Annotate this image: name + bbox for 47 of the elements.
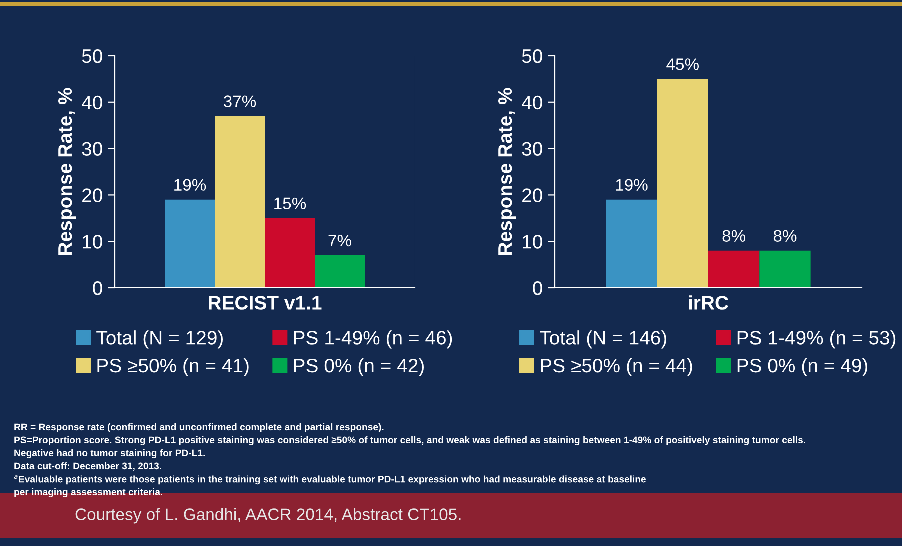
y-tick-label: 0 xyxy=(93,281,102,296)
y-tick-label: 40 xyxy=(82,96,102,110)
x-axis-title: RECIST v1.1 xyxy=(209,296,322,310)
y-tick-label: 0 xyxy=(533,281,542,296)
y-tick-label: 30 xyxy=(82,142,102,156)
legend-label: PS 1-49% (n = 46) xyxy=(294,330,452,349)
text: RR = Response rate (confirmed and unconfirmed complete and partial response). xyxy=(14,424,384,432)
y-tick-label: 10 xyxy=(523,235,542,249)
y-tick-label: 10 xyxy=(83,235,102,249)
data-label: 8% xyxy=(774,230,797,242)
y-tick-label: 30 xyxy=(522,142,542,156)
y-tick-label: 20 xyxy=(82,188,102,202)
bar xyxy=(315,256,365,288)
legend-label: PS 0% (n = 49) xyxy=(738,358,868,377)
legend-label: PS 1-49% (n = 53) xyxy=(738,330,896,349)
bar xyxy=(165,200,215,288)
text: PS=Proportion score. Strong PD-L1 positive staining was considered ≥50% of tumor cells, and weak was defined as staining between 1-49% of positively staining tumor cells. xyxy=(14,436,806,446)
y-tick-label: 50 xyxy=(522,49,542,64)
y-axis-title: Response Rate, % xyxy=(58,88,76,255)
bar xyxy=(760,250,811,288)
legend-label: Total (N = 146) xyxy=(540,330,666,349)
legend-label: PS ≥50% (n = 44) xyxy=(541,358,692,377)
data-label: 7% xyxy=(328,234,352,247)
bar xyxy=(606,200,658,288)
text: Data cut-off: December 31, 2013. xyxy=(14,462,162,471)
text: per imaging assessment criteria. xyxy=(14,488,162,498)
y-tick-label: 50 xyxy=(82,49,102,64)
legend-label: PS ≥50% (n = 41) xyxy=(98,358,249,377)
bar xyxy=(657,79,708,288)
text: Negative had no tumor staining for PD-L1. xyxy=(14,450,206,458)
data-label: 37% xyxy=(224,96,256,108)
data-label: 15% xyxy=(274,198,306,210)
bar xyxy=(708,250,760,288)
text: $^{a}$Evaluable patients were those patients in the training set with evaluable tumor PD-L1 expression who had measurable disease at baseline xyxy=(14,475,646,485)
legend-label: PS 0% (n = 42) xyxy=(294,358,424,377)
y-axis-title: Response Rate, % xyxy=(498,88,516,255)
bar xyxy=(265,218,315,288)
x-axis-title: irRC xyxy=(689,296,728,310)
y-tick-label: 40 xyxy=(522,96,542,110)
legend-label: Total (N = 129) xyxy=(96,330,223,349)
data-label: 19% xyxy=(174,179,206,191)
bar xyxy=(215,116,265,288)
text: Courtesy of L. Gandhi, AACR 2014, Abstract CT105. xyxy=(76,508,461,524)
data-label: 8% xyxy=(722,230,746,242)
y-tick-label: 20 xyxy=(522,188,542,202)
data-label: 19% xyxy=(616,179,648,191)
data-label: 45% xyxy=(666,58,700,70)
